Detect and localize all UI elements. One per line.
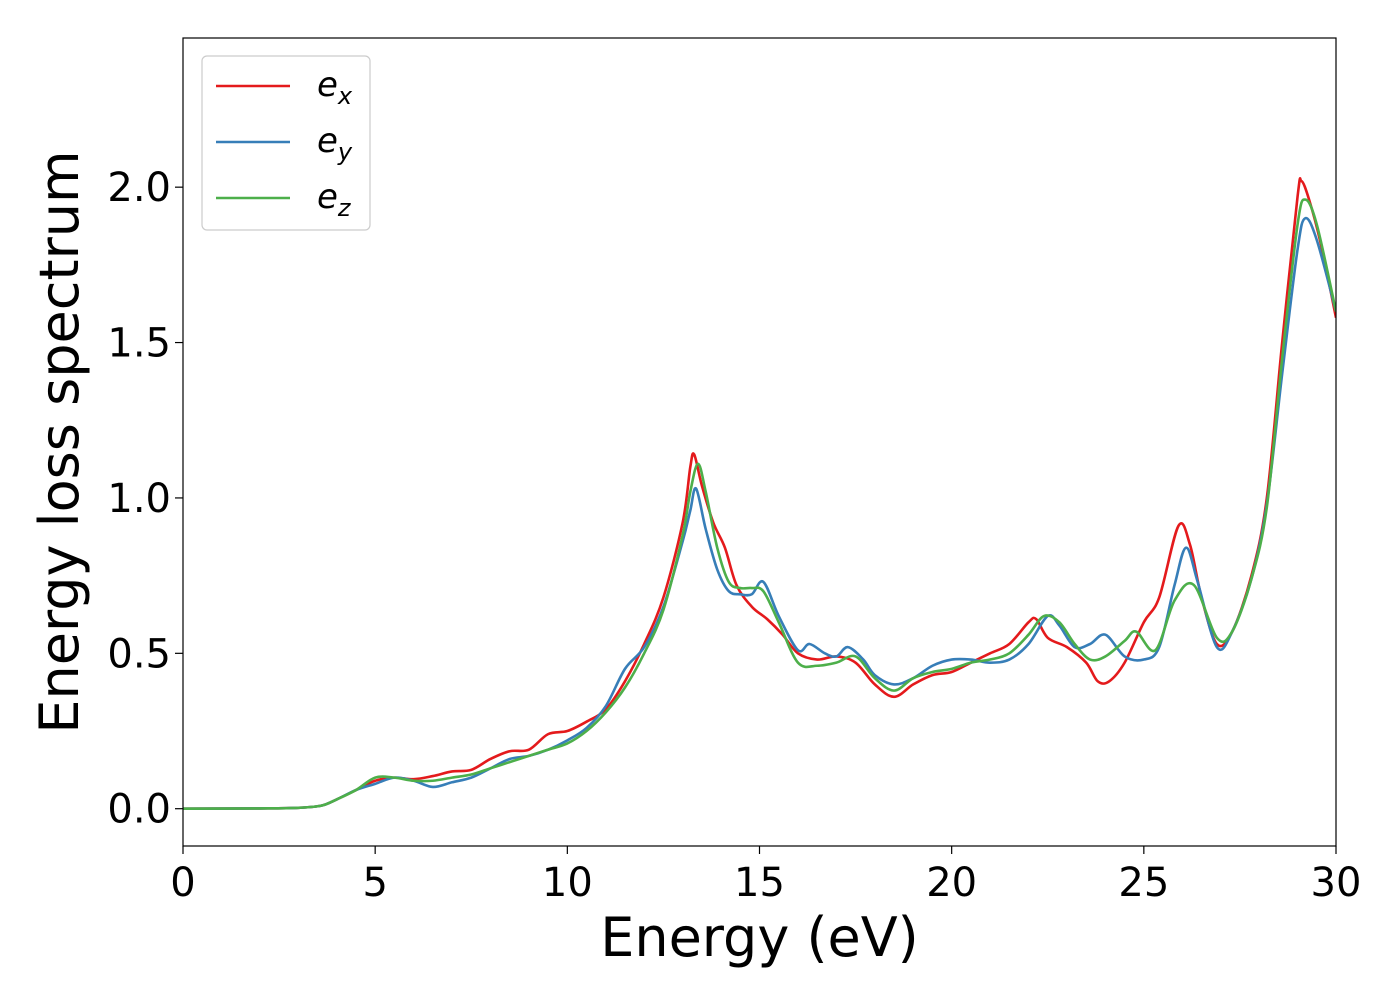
legend-label-y: ey — [317, 121, 353, 166]
y-tick-label: 0.0 — [107, 787, 171, 833]
x-tick-label: 25 — [1118, 860, 1169, 906]
legend-label-z: ez — [317, 177, 352, 222]
y-axis-label: Energy loss spectrum — [28, 150, 91, 733]
legend-label-x: ex — [317, 65, 353, 110]
plot-area — [183, 177, 1336, 811]
legend: ex ey ez — [201, 55, 371, 231]
y-tick-label: 0.5 — [107, 631, 171, 677]
series-line-x — [183, 177, 1336, 811]
x-tick-label: 0 — [170, 860, 195, 906]
x-axis-ticks: 0 5 10 15 20 25 30 — [170, 846, 1361, 906]
y-axis-ticks: 0.0 0.5 1.0 1.5 2.0 — [107, 165, 183, 833]
x-tick-label: 5 — [362, 860, 387, 906]
y-tick-label: 1.5 — [107, 321, 171, 367]
y-tick-label: 2.0 — [107, 165, 171, 211]
x-tick-label: 20 — [926, 860, 977, 906]
y-tick-label: 1.0 — [107, 476, 171, 522]
x-tick-label: 15 — [734, 860, 785, 906]
series-line-z — [183, 198, 1336, 811]
plot-frame — [182, 37, 1337, 847]
x-tick-label: 10 — [542, 860, 593, 906]
series-line-y — [183, 216, 1336, 811]
x-tick-label: 30 — [1311, 860, 1362, 906]
x-axis-label: Energy (eV) — [600, 906, 919, 969]
